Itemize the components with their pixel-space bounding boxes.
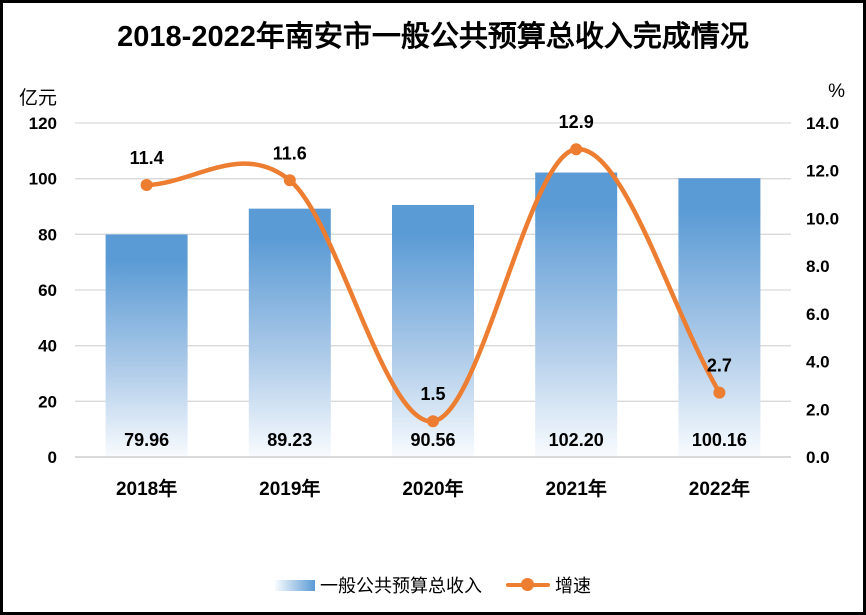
right-axis-tick-label: 10.0 — [806, 209, 839, 228]
left-axis-tick-label: 20 — [38, 392, 57, 411]
right-axis-tick-label: 0.0 — [806, 448, 830, 467]
bar-value-label: 79.96 — [124, 430, 169, 450]
bar-2022年 — [678, 178, 761, 458]
growth-rate-line — [144, 146, 722, 424]
legend-line-sample — [506, 578, 550, 592]
legend-item-revenue: 一般公共预算总收入 — [275, 572, 482, 598]
bar-value-label: 100.16 — [692, 430, 747, 450]
line-point-label: 1.5 — [420, 384, 445, 404]
left-axis-tick-label: 120 — [29, 114, 57, 133]
left-axis-unit-label: 亿元 — [19, 88, 58, 109]
left-axis-tick-label: 60 — [38, 281, 57, 300]
right-axis-tick-label: 6.0 — [806, 305, 830, 324]
line-point-label: 11.4 — [130, 148, 164, 168]
right-axis-tick-label: 4.0 — [806, 353, 830, 372]
chart-legend: 一般公共预算总收入 增速 — [3, 572, 863, 598]
left-axis-tick-label: 0 — [48, 448, 57, 467]
left-axis-tick-label: 100 — [29, 170, 57, 189]
line-marker — [427, 415, 439, 428]
legend-line-marker — [521, 578, 534, 591]
category-label: 2019年 — [259, 477, 320, 500]
chart-title: 2018-2022年南安市一般公共预算总收入完成情况 — [117, 21, 749, 53]
right-axis-tick-label: 12.0 — [806, 162, 839, 181]
right-axis-tick-label: 2.0 — [806, 400, 830, 419]
line-point-label: 11.6 — [273, 143, 307, 163]
line-marker — [713, 386, 726, 399]
bar-2021年 — [535, 172, 618, 457]
chart-plot-area: 120 100 80 60 40 20 0 14.0 12.0 10.0 8.0 6.0 4.0 2.0 0… — [29, 112, 839, 500]
legend-line-label: 增速 — [555, 576, 591, 596]
right-axis-unit-label: % — [828, 81, 845, 102]
line-point-label: 12.9 — [559, 112, 594, 132]
legend-item-growth: 增速 — [506, 572, 591, 598]
bar-2019年 — [248, 208, 331, 457]
line-marker — [570, 143, 583, 156]
right-axis-tick-label: 8.0 — [806, 257, 830, 276]
bar-2020年 — [392, 204, 474, 457]
category-label: 2020年 — [402, 477, 463, 500]
bar-value-label: 89.23 — [267, 430, 312, 450]
legend-bar-swatch — [275, 579, 315, 591]
category-label: 2021年 — [546, 477, 607, 500]
right-axis-tick-label: 14.0 — [806, 114, 839, 133]
legend-bar-label: 一般公共预算总收入 — [320, 576, 482, 596]
category-label: 2022年 — [689, 477, 750, 500]
line-point-label: 2.7 — [707, 356, 732, 376]
left-axis-tick-label: 80 — [38, 225, 57, 244]
category-label: 2018年 — [116, 477, 177, 500]
bar-value-label: 90.56 — [410, 430, 455, 450]
bar-value-label: 102.20 — [549, 430, 604, 450]
left-axis-tick-label: 40 — [38, 337, 57, 356]
line-marker — [283, 174, 296, 187]
line-marker — [140, 179, 153, 192]
bar-2018年 — [105, 234, 188, 457]
